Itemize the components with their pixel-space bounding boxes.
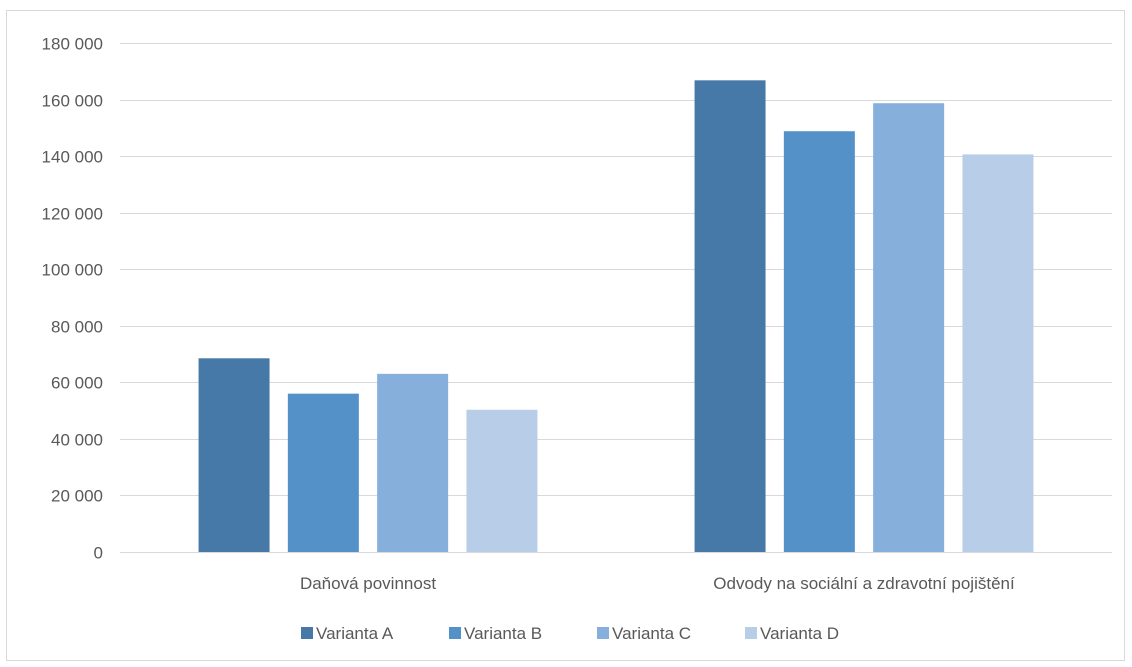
y-tick-label: 60 000 xyxy=(51,374,103,393)
x-category-label: Odvody na sociální a zdravotní pojištění xyxy=(713,574,1015,593)
bar-varianta-c-cat-1 xyxy=(377,373,449,552)
legend: Varianta A Varianta B Varianta C Varianta D xyxy=(301,624,839,643)
y-tick-label: 20 000 xyxy=(51,487,103,506)
y-axis-ticks: 0 20 000 40 000 60 000 80 000 100 000 120 000 1… xyxy=(42,35,103,563)
gridlines xyxy=(120,43,1112,553)
legend-label: Varianta C xyxy=(612,624,691,643)
bar-varianta-d-cat-2 xyxy=(962,154,1034,553)
legend-label: Varianta D xyxy=(760,624,839,643)
y-tick-label: 120 000 xyxy=(42,205,103,224)
legend-swatch xyxy=(449,627,461,639)
y-tick-label: 140 000 xyxy=(42,148,103,167)
x-category-label: Daňová povinnost xyxy=(300,574,436,593)
bar-varianta-a-cat-2 xyxy=(694,80,766,553)
bar-varianta-b-cat-2 xyxy=(783,131,855,552)
y-tick-label: 40 000 xyxy=(51,431,103,450)
legend-swatch xyxy=(301,627,313,639)
legend-swatch xyxy=(745,627,757,639)
legend-swatch xyxy=(597,627,609,639)
y-tick-label: 180 000 xyxy=(42,35,103,54)
legend-label: Varianta A xyxy=(316,624,394,643)
bar-varianta-b-cat-1 xyxy=(287,393,359,552)
bars xyxy=(198,80,1034,553)
y-tick-label: 0 xyxy=(94,544,103,563)
y-tick-label: 100 000 xyxy=(42,261,103,280)
y-tick-label: 80 000 xyxy=(51,318,103,337)
category-labels: Daňová povinnost Odvody na sociální a zdr… xyxy=(300,574,1015,593)
legend-label: Varianta B xyxy=(464,624,542,643)
bar-varianta-d-cat-1 xyxy=(466,409,538,552)
y-tick-label: 160 000 xyxy=(42,92,103,111)
bar-varianta-a-cat-1 xyxy=(198,358,270,552)
bar-varianta-c-cat-2 xyxy=(873,103,945,553)
